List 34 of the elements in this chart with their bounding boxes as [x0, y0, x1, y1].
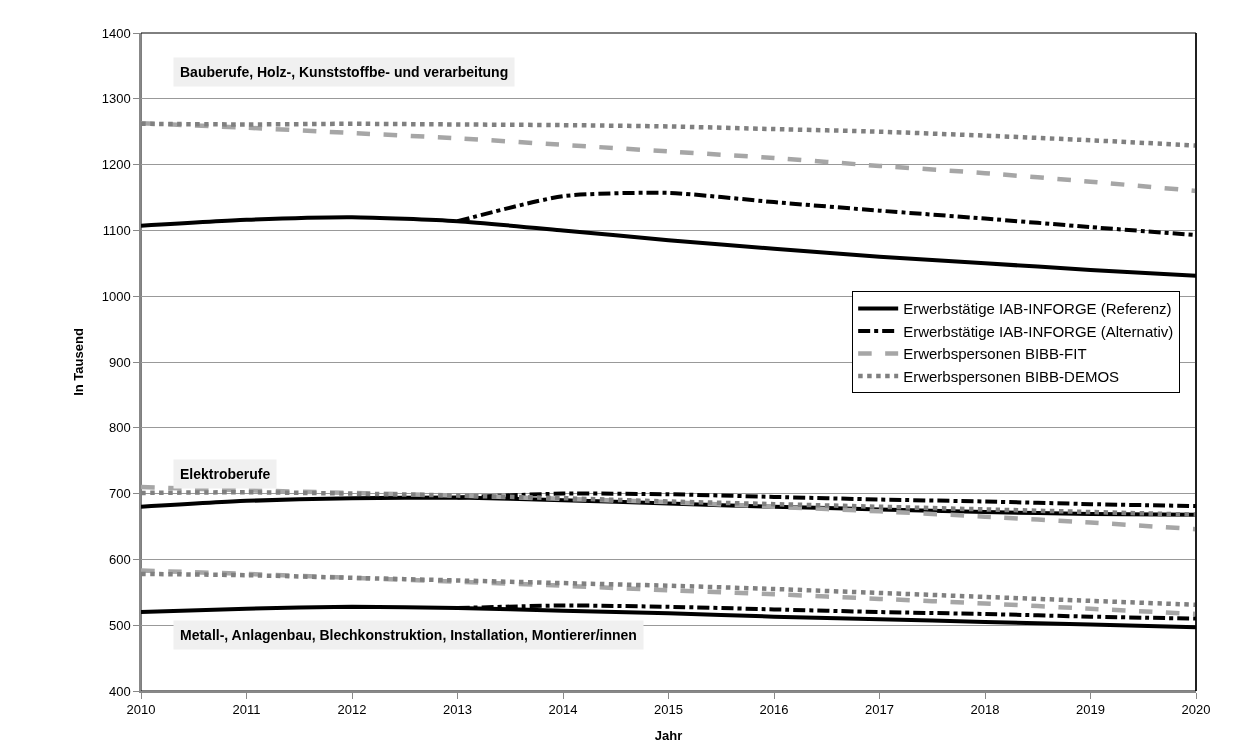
legend-label: Erwerbstätige IAB-INFORGE (Referenz): [903, 300, 1172, 318]
y-tick-label: 400: [108, 683, 131, 699]
x-tick-label: 2011: [232, 702, 261, 718]
line-series: [141, 484, 1196, 532]
x-tick-label: 2019: [1076, 702, 1105, 718]
y-tick-label: 1200: [101, 157, 131, 173]
y-tick-label: 800: [108, 420, 131, 436]
y-tick-label: 700: [108, 486, 131, 502]
legend-label: Erwerbspersonen BIBB-FIT: [903, 345, 1087, 363]
annotation: Metall-, Anlagenbau, Blechkonstruktion, Installation, Montierer/innen: [180, 627, 637, 643]
x-tick-label: 2015: [654, 702, 683, 718]
y-tick-label: 1100: [102, 222, 131, 238]
annotation: Elektroberufe: [180, 466, 271, 482]
x-tick-label: 2020: [1181, 702, 1211, 718]
legend-label: Erwerbstätige IAB-INFORGE (Alternativ): [903, 322, 1174, 340]
x-tick-label: 2018: [970, 702, 1000, 718]
x-axis-title: Jahr: [654, 728, 683, 744]
annotation: Bauberufe, Holz-, Kunststoffbe- und verarbeitung: [180, 64, 509, 80]
x-tick-label: 2016: [759, 702, 789, 718]
y-tick-label: 900: [108, 354, 131, 370]
y-tick-label: 1000: [101, 288, 131, 304]
line-series: [141, 568, 1196, 617]
line-series: [141, 120, 1196, 194]
x-tick-label: 2012: [337, 702, 367, 718]
y-tick-label: 600: [108, 551, 131, 567]
y-axis-title: In Tausend: [71, 328, 87, 396]
y-tick-label: 500: [108, 617, 131, 633]
x-tick-label: 2017: [865, 702, 894, 718]
legend-label: Erwerbspersonen BIBB-DEMOS: [903, 367, 1120, 385]
y-tick-label: 1400: [101, 25, 131, 41]
y-tick-label: 1300: [101, 91, 131, 107]
x-tick-label: 2010: [126, 702, 156, 718]
x-tick-label: 2014: [548, 702, 578, 718]
x-tick-label: 2013: [443, 702, 472, 718]
